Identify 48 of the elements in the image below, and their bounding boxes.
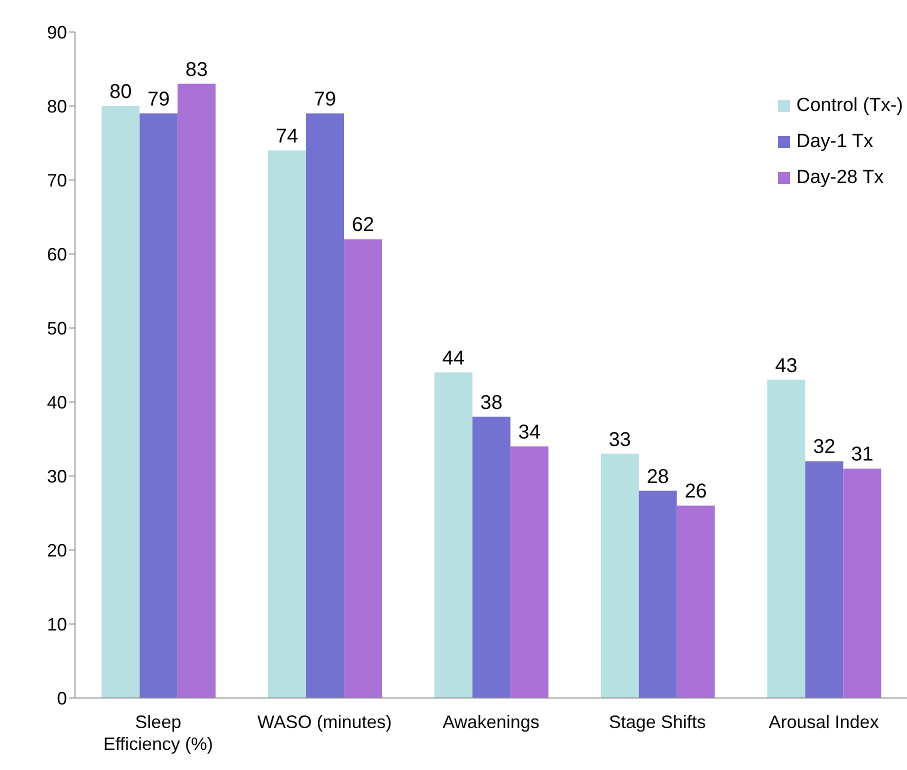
data-label: 44 <box>442 347 465 370</box>
legend-label: Day-28 Tx <box>796 167 884 189</box>
bar <box>805 461 844 698</box>
data-label: 80 <box>110 81 132 103</box>
data-label: 33 <box>608 428 631 451</box>
y-tick-label: 10 <box>46 614 67 634</box>
x-tick-label: Sleep Efficiency (%) <box>103 712 214 754</box>
bar <box>472 416 510 698</box>
data-label: 38 <box>480 392 503 414</box>
data-label: 34 <box>518 421 541 444</box>
y-tick-label: 90 <box>46 22 67 42</box>
data-label: 32 <box>813 436 836 458</box>
x-tick-label: Arousal Index <box>768 712 879 732</box>
bar <box>178 84 216 698</box>
bar <box>843 468 882 698</box>
x-tick-label: Awakenings <box>442 712 540 732</box>
data-label: 62 <box>352 214 374 236</box>
bar <box>638 490 677 698</box>
legend-label: Control (Tx-) <box>796 95 903 117</box>
bar <box>140 113 178 698</box>
y-tick-label: 80 <box>46 96 67 116</box>
x-tick-label: WASO (minutes) <box>257 712 392 732</box>
bar <box>268 150 306 698</box>
y-tick-label: 60 <box>46 244 67 264</box>
data-label: 26 <box>684 480 707 503</box>
data-label: 43 <box>775 354 798 377</box>
bar <box>676 506 715 698</box>
data-label: 28 <box>646 466 669 488</box>
x-tick-label: Stage Shifts <box>608 712 706 732</box>
data-label: 79 <box>148 88 170 110</box>
bar <box>510 446 548 698</box>
bar <box>767 380 806 698</box>
y-tick-label: 50 <box>46 318 67 338</box>
bar <box>434 372 472 698</box>
bar <box>306 113 344 698</box>
y-tick-label: 20 <box>46 540 67 560</box>
y-tick-label: 40 <box>46 392 67 412</box>
y-tick-label: 70 <box>46 170 67 190</box>
data-label: 31 <box>851 444 874 466</box>
bar <box>344 239 382 698</box>
bar <box>102 106 140 698</box>
y-tick-label: 0 <box>56 688 67 708</box>
data-label: 74 <box>276 125 298 148</box>
data-label: 83 <box>186 58 208 81</box>
bar <box>600 454 639 698</box>
y-tick-label: 30 <box>46 466 67 486</box>
legend-label: Day-1 Tx <box>796 131 874 153</box>
data-label: 79 <box>314 88 336 110</box>
